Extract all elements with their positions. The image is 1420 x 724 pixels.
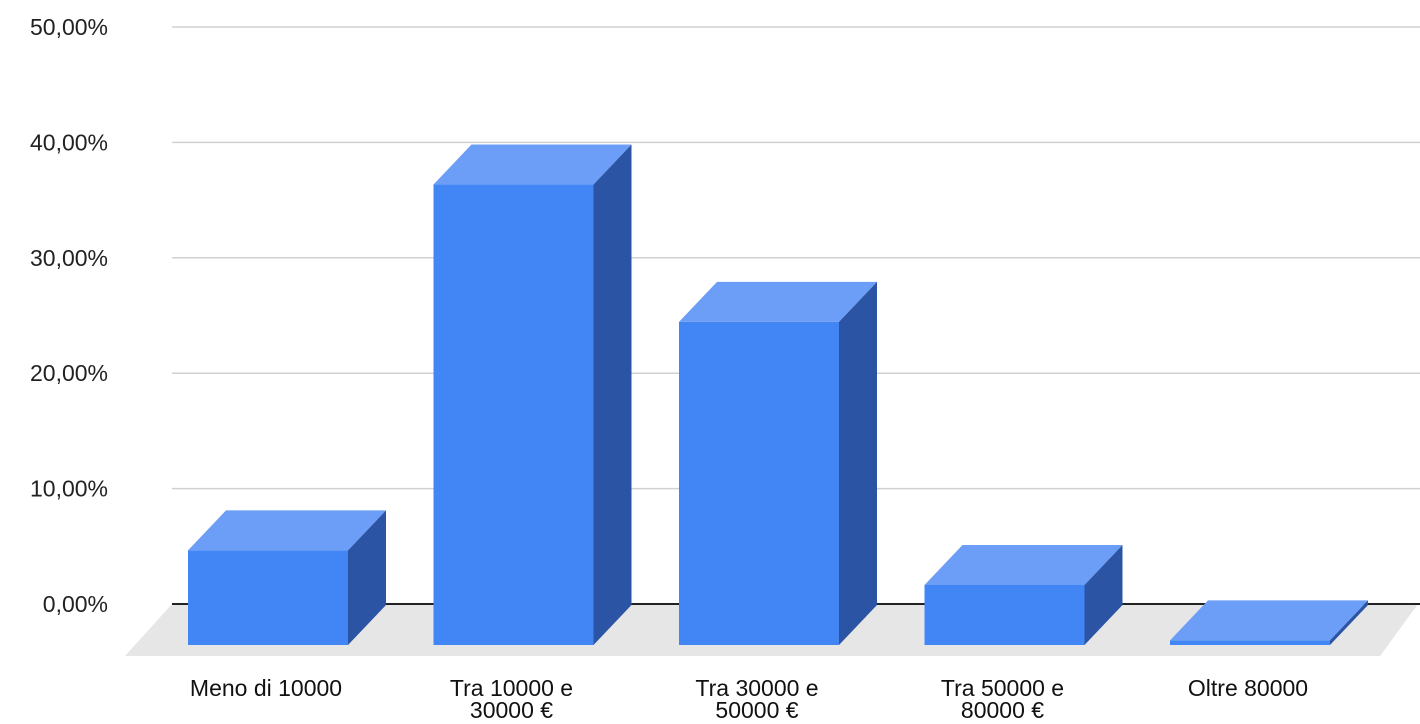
- bar-side: [348, 510, 386, 645]
- x-category-label: Meno di 10000: [190, 675, 342, 701]
- bar-side: [593, 144, 632, 645]
- y-tick-label: 50,00%: [30, 14, 108, 40]
- bar-side: [1330, 600, 1368, 645]
- bar: [188, 510, 386, 645]
- bar: [433, 144, 632, 645]
- bar-side: [1084, 544, 1123, 645]
- x-category-label-line: 80000 €: [961, 697, 1044, 723]
- x-category-label-line: Tra 10000 e: [450, 675, 573, 701]
- bar-top: [188, 510, 386, 551]
- bar-top: [679, 281, 877, 322]
- x-category-label-line: Oltre 80000: [1188, 675, 1308, 701]
- bars: [188, 144, 1368, 645]
- y-axis-tick-labels: 0,00% 10,00% 20,00% 30,00% 40,00% 50,00%: [30, 14, 108, 617]
- bar-top: [1170, 600, 1368, 641]
- y-tick-label: 20,00%: [30, 360, 108, 386]
- bar: [1170, 600, 1368, 645]
- x-category-label: Tra 30000 e 50000 €: [695, 675, 818, 723]
- bar-front: [188, 550, 348, 645]
- bar-front: [1170, 640, 1330, 645]
- x-category-label: Oltre 80000: [1188, 675, 1308, 701]
- bar-top: [433, 144, 632, 185]
- x-category-label: Tra 50000 e 80000 €: [941, 675, 1064, 723]
- x-category-label-line: Tra 50000 e: [941, 675, 1064, 701]
- x-axis-category-labels: Meno di 10000 Tra 10000 e 30000 € Tra 30000…: [190, 675, 1308, 723]
- bar: [924, 544, 1123, 645]
- bar-front: [679, 321, 839, 645]
- bar-side: [839, 281, 877, 645]
- bar-front: [433, 184, 594, 645]
- y-tick-label: 10,00%: [30, 476, 108, 502]
- x-category-label-line: 30000 €: [470, 697, 553, 723]
- bar: [679, 281, 877, 645]
- x-category-label-line: Meno di 10000: [190, 675, 342, 701]
- y-tick-label: 30,00%: [30, 245, 108, 271]
- y-tick-label: 0,00%: [43, 591, 108, 617]
- y-tick-label: 40,00%: [30, 129, 108, 155]
- x-category-label: Tra 10000 e 30000 €: [450, 675, 573, 723]
- bar-top: [924, 544, 1123, 585]
- x-category-label-line: Tra 30000 e: [695, 675, 818, 701]
- bar-front: [924, 584, 1085, 645]
- x-category-label-line: 50000 €: [715, 697, 798, 723]
